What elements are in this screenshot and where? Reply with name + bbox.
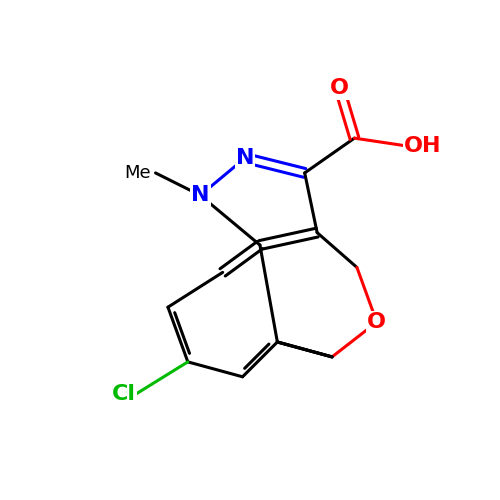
Text: N: N <box>191 186 210 206</box>
Text: Me: Me <box>124 164 150 182</box>
Text: O: O <box>368 312 386 332</box>
Text: OH: OH <box>404 136 442 156</box>
Text: O: O <box>330 78 349 98</box>
Text: N: N <box>236 148 255 168</box>
Text: Cl: Cl <box>112 384 136 404</box>
